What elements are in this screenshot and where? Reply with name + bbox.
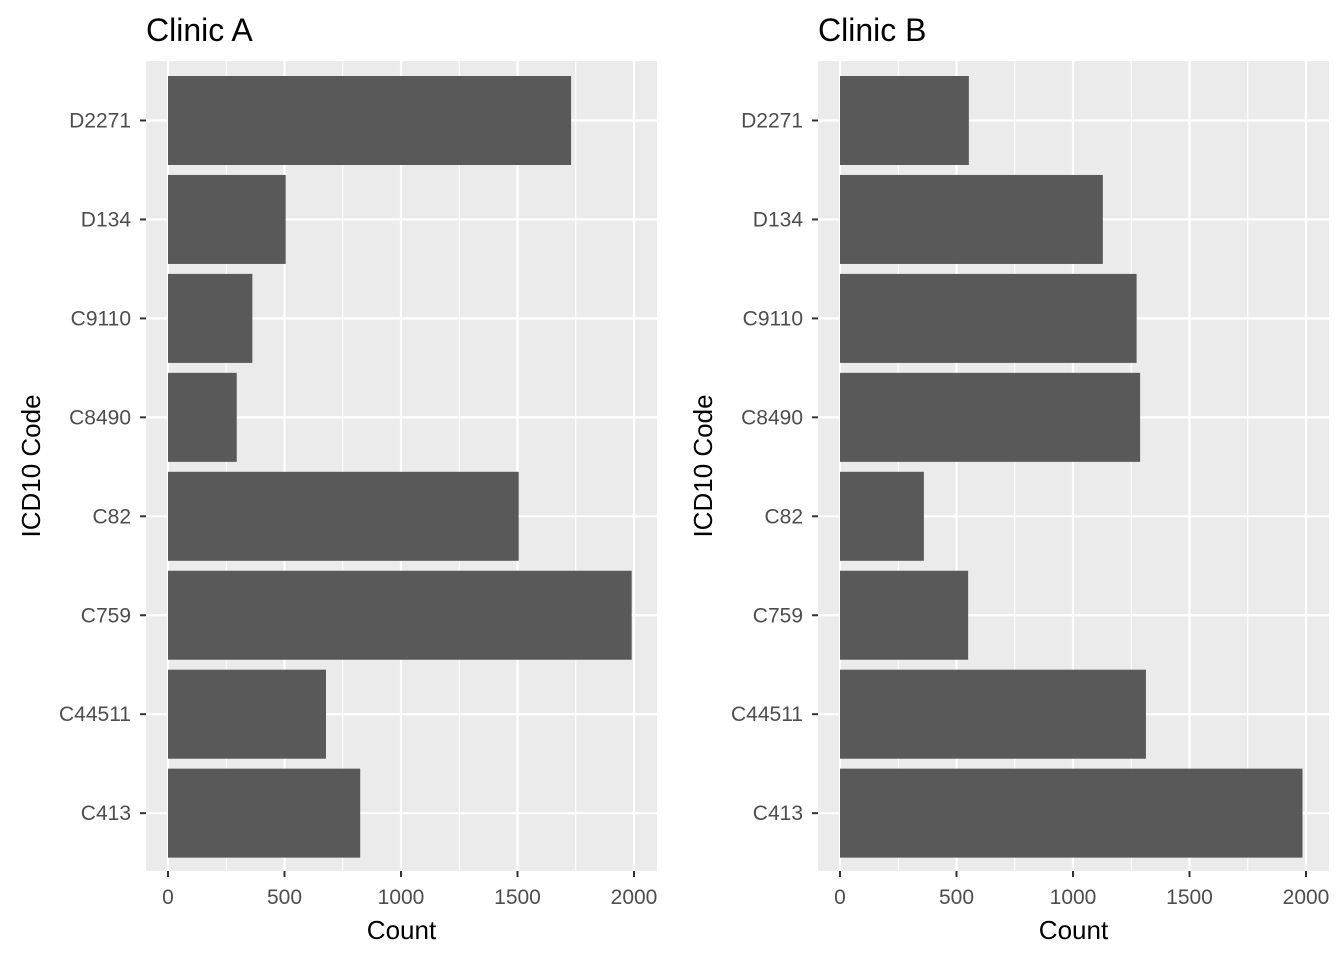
clinic-a-title: Clinic A	[146, 12, 253, 48]
clinic-b-x-tick-label: 2000	[1283, 886, 1330, 909]
clinic-b-bar-c44511	[840, 669, 1146, 759]
clinic-a-chart: D2271 D134 C9110 C8490 C82 C759 C44511 C413 0 500…	[16, 12, 657, 945]
clinic-a-x-tick-label: 1000	[378, 886, 425, 909]
clinic-a-x-tick-label: 2000	[611, 886, 658, 909]
clinic-a-y-tick-label: D2271	[69, 110, 131, 133]
clinic-b-bar-d2271	[840, 76, 969, 165]
clinic-b-y-tick-label: C82	[764, 505, 803, 528]
clinic-a-y-tick-label: C82	[92, 505, 131, 528]
clinic-a-bar-d2271	[168, 76, 572, 165]
clinic-a-y-tick-label: C9110	[71, 307, 131, 330]
clinic-b-bar-d134	[840, 174, 1103, 264]
clinic-b-x-tick-label: 1000	[1050, 886, 1097, 909]
clinic-a-bar-c9110	[168, 273, 253, 363]
clinic-b-y-tick-label: C44511	[731, 703, 803, 726]
clinic-a-y-tick-label: C413	[81, 802, 131, 825]
clinic-a-x-tick-label: 1500	[494, 886, 541, 909]
clinic-a-bar-d134	[168, 174, 286, 264]
clinic-a-x-tick-label: 500	[267, 886, 302, 909]
clinic-b-bar-c8490	[840, 372, 1141, 462]
clinic-a-y-tick-label: C8490	[69, 406, 131, 429]
clinic-a-y-tick-label: C759	[81, 604, 131, 627]
clinic-b-x-tick-label: 1500	[1166, 886, 1213, 909]
clinic-b-y-axis-title: ICD10 Code	[688, 394, 718, 537]
clinic-a-bar-c413	[168, 768, 361, 858]
clinic-a-x-tick-label: 0	[162, 886, 174, 909]
clinic-b-bar-c9110	[840, 273, 1137, 363]
clinic-b-bar-c413	[840, 768, 1303, 858]
clinic-b-y-tick-label: C759	[753, 604, 803, 627]
clinic-b-title: Clinic B	[818, 12, 926, 48]
clinic-a-y-tick-label: D134	[81, 208, 132, 231]
clinic-a-y-axis-title: ICD10 Code	[16, 394, 46, 537]
clinic-a-bar-c8490	[168, 372, 237, 462]
clinic-a-x-axis-title: Count	[367, 915, 437, 945]
clinic-a-bar-c759	[168, 570, 632, 660]
clinic-b-bar-c759	[840, 570, 969, 660]
clinic-b-x-tick-label: 500	[939, 886, 974, 909]
clinic-b-y-tick-label: D134	[753, 208, 804, 231]
clinic-a-bar-c44511	[168, 669, 326, 759]
clinic-b-bar-c82	[840, 471, 924, 561]
clinic-b-y-tick-label: C413	[753, 802, 803, 825]
clinic-b-y-tick-label: C9110	[743, 307, 803, 330]
clinic-a-bar-c82	[168, 471, 519, 561]
clinic-b-chart: D2271 D134 C9110 C8490 C82 C759 C44511 C413 0 500…	[688, 12, 1329, 945]
clinic-b-y-tick-label: C8490	[741, 406, 803, 429]
clinic-b-y-tick-label: D2271	[741, 110, 803, 133]
clinic-b-x-tick-label: 0	[834, 886, 846, 909]
clinic-b-x-axis-title: Count	[1039, 915, 1109, 945]
clinic-a-y-tick-label: C44511	[59, 703, 131, 726]
